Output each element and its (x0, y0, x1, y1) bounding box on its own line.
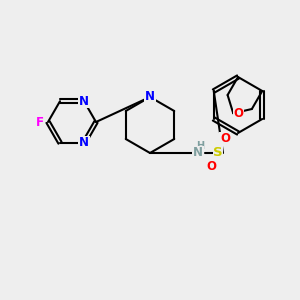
Text: N: N (79, 95, 89, 108)
Text: N: N (193, 146, 203, 160)
Text: O: O (220, 133, 230, 146)
Text: F: F (36, 116, 44, 128)
Text: O: O (206, 160, 216, 173)
Text: N: N (79, 136, 89, 149)
Text: S: S (213, 146, 223, 160)
Text: N: N (145, 91, 155, 103)
Text: O: O (233, 107, 243, 120)
Text: H: H (196, 141, 204, 151)
